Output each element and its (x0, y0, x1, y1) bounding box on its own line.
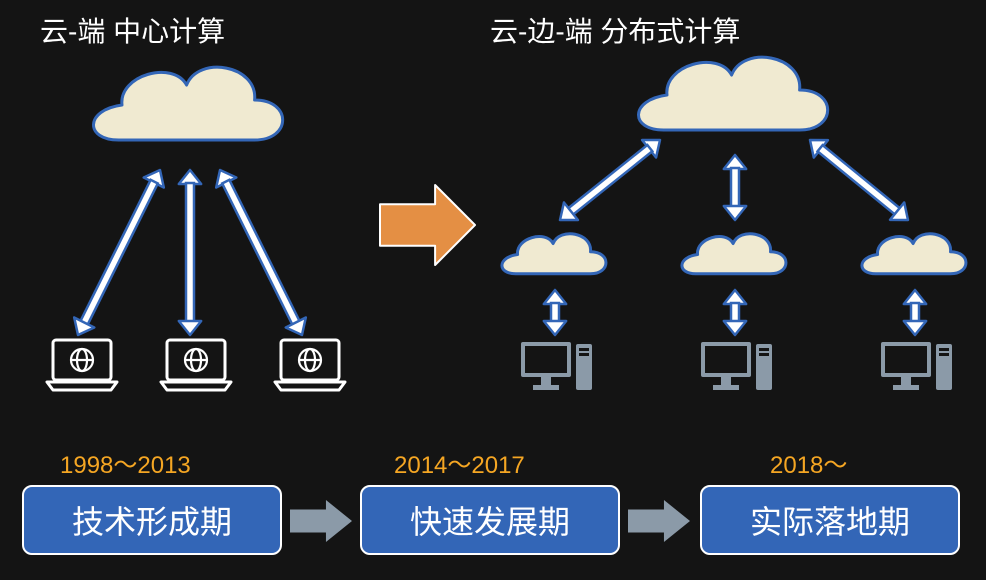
period-box-0: 技术形成期 (22, 485, 282, 555)
period-date-1: 2014～2017 (394, 445, 525, 480)
period-date-0: 1998～2013 (60, 445, 191, 480)
period-date-2: 2018～ (770, 445, 847, 480)
period-box-2: 实际落地期 (700, 485, 960, 555)
diagram-stage: { "type": "infographic", "background_col… (0, 0, 986, 580)
period-box-1: 快速发展期 (360, 485, 620, 555)
